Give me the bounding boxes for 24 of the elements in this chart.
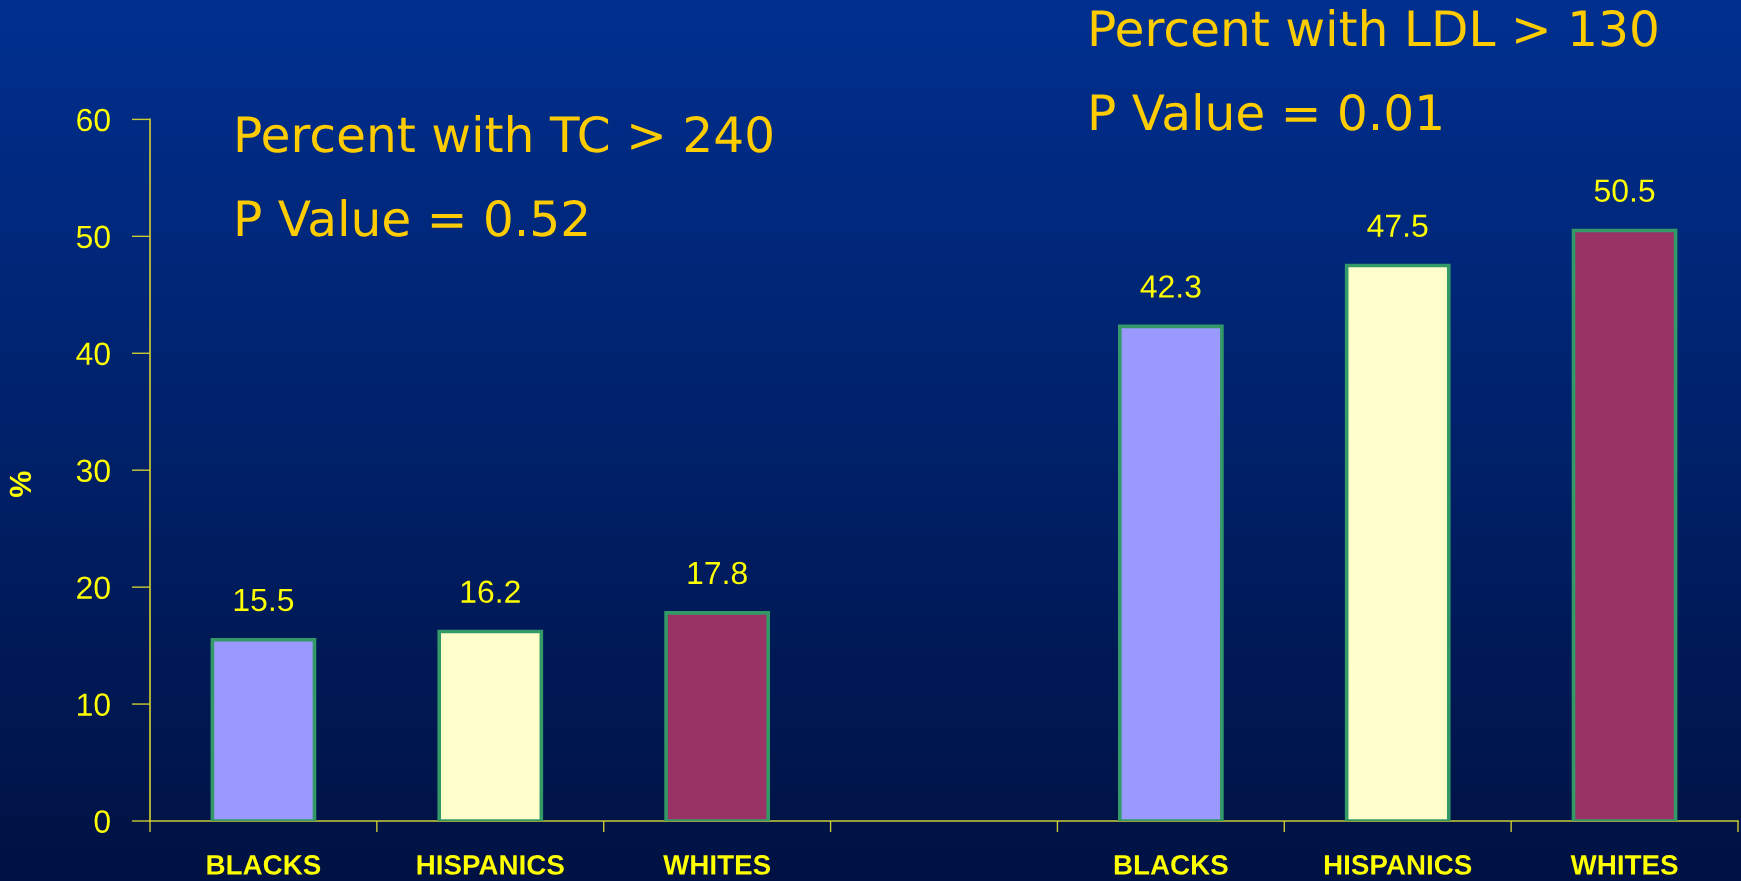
annotation: Percent with TC > 240 xyxy=(237,115,772,153)
annotation: P Value = 0.52 xyxy=(237,199,587,237)
data-label: 50.5 xyxy=(1594,179,1655,202)
annotation: P Value = 0.01 xyxy=(1091,93,1441,131)
x-tick-label: HISPANICS xyxy=(417,855,564,875)
x-tick-label: WHITES xyxy=(1570,855,1678,875)
x-tick-label: BLACKS xyxy=(207,855,321,875)
x-tick-label: HISPANICS xyxy=(1324,855,1472,875)
data-label: 42.3 xyxy=(1140,275,1201,298)
y-tick-label: 20 xyxy=(77,576,110,600)
y-tick-label: 30 xyxy=(76,459,110,483)
y-tick-label: 60 xyxy=(77,108,110,132)
x-tick-label: BLACKS xyxy=(1114,855,1228,875)
y-tick-label: 0 xyxy=(94,810,110,833)
data-label: 47.5 xyxy=(1367,214,1428,238)
x-tick-label: WHITES xyxy=(663,855,771,875)
y-axis-title: % xyxy=(9,471,32,498)
y-tick-label: 50 xyxy=(76,225,110,249)
data-label: 15.5 xyxy=(234,588,294,612)
y-tick-label: 10 xyxy=(78,693,110,716)
text: Percent with LDL > 130 xyxy=(1091,9,1657,47)
data-label: 16.2 xyxy=(461,580,520,604)
data-label: 17.8 xyxy=(688,561,747,585)
y-tick-label: 40 xyxy=(76,342,110,366)
